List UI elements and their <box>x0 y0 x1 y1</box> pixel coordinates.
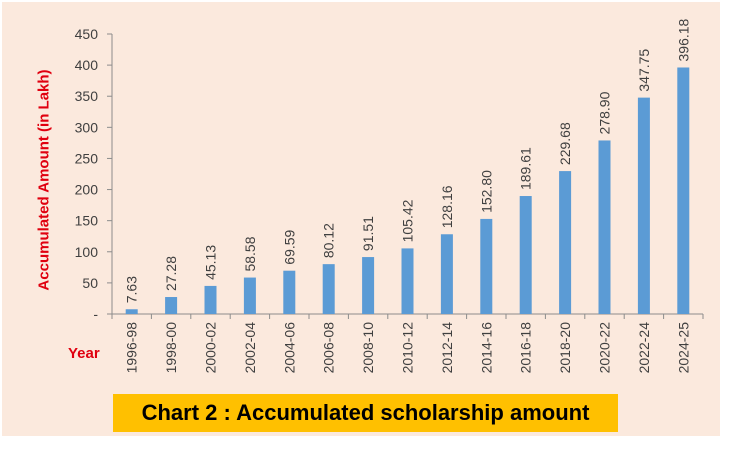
data-label: 278.90 <box>597 91 613 134</box>
data-label: 152.80 <box>478 170 494 213</box>
x-tick-label: 2004-06 <box>281 322 297 374</box>
bar <box>401 248 414 314</box>
data-label: 45.13 <box>203 245 219 280</box>
x-axis-title: Year <box>68 345 100 362</box>
bar <box>440 234 453 314</box>
x-tick-label: 2008-10 <box>360 322 376 374</box>
x-tick-label: 2006-08 <box>321 322 337 374</box>
y-tick-label: 100 <box>75 244 99 260</box>
y-tick-label: 400 <box>75 57 99 73</box>
x-tick-label: 2002-04 <box>242 322 258 374</box>
x-tick-label: 2016-18 <box>518 322 534 374</box>
data-label: 128.16 <box>439 185 455 228</box>
bar <box>283 270 296 314</box>
y-tick-label: 450 <box>75 26 99 42</box>
data-label: 189.61 <box>518 147 534 190</box>
data-label: 229.68 <box>557 122 573 165</box>
data-label: 80.12 <box>321 223 337 258</box>
data-label: 347.75 <box>636 49 652 92</box>
x-tick-label: 2014-16 <box>478 322 494 374</box>
y-tick-label: 250 <box>75 150 99 166</box>
x-tick-label: 1996-98 <box>124 322 140 374</box>
bar <box>677 67 690 314</box>
x-tick-label: 2012-14 <box>439 322 455 374</box>
x-tick-label: 2024-25 <box>675 322 691 374</box>
y-tick-label: 50 <box>82 275 98 291</box>
data-label: 91.51 <box>360 216 376 251</box>
bar <box>559 171 572 314</box>
bar <box>637 97 650 314</box>
data-label: 105.42 <box>400 199 416 242</box>
x-tick-label: 2010-12 <box>400 322 416 374</box>
y-tick-label: 300 <box>75 119 99 135</box>
data-label: 58.58 <box>242 236 258 271</box>
bar <box>598 140 611 314</box>
data-label: 69.59 <box>281 229 297 264</box>
y-tick-label: 350 <box>75 88 99 104</box>
bar <box>519 196 532 314</box>
x-tick-label: 1998-00 <box>163 322 179 374</box>
chart-title: Chart 2 : Accumulated scholarship amount <box>113 394 618 432</box>
x-tick-label: 2020-22 <box>597 322 613 374</box>
y-tick-label: 150 <box>75 213 99 229</box>
bar <box>243 277 256 314</box>
data-label: 27.28 <box>163 256 179 291</box>
bar <box>165 297 178 314</box>
y-axis-title: Accumulated Amount (in Lakh) <box>36 69 53 290</box>
x-tick-label: 2022-24 <box>636 322 652 374</box>
bar <box>322 264 335 314</box>
bar <box>362 257 375 314</box>
data-label: 396.18 <box>675 18 691 61</box>
y-tick-label: - <box>93 306 98 322</box>
x-tick-label: 2000-02 <box>203 322 219 374</box>
x-tick-label: 2018-20 <box>557 322 573 374</box>
bar <box>480 218 493 314</box>
bar <box>125 309 138 314</box>
bar <box>204 285 217 314</box>
data-label: 7.63 <box>124 276 140 303</box>
y-tick-label: 200 <box>75 182 99 198</box>
